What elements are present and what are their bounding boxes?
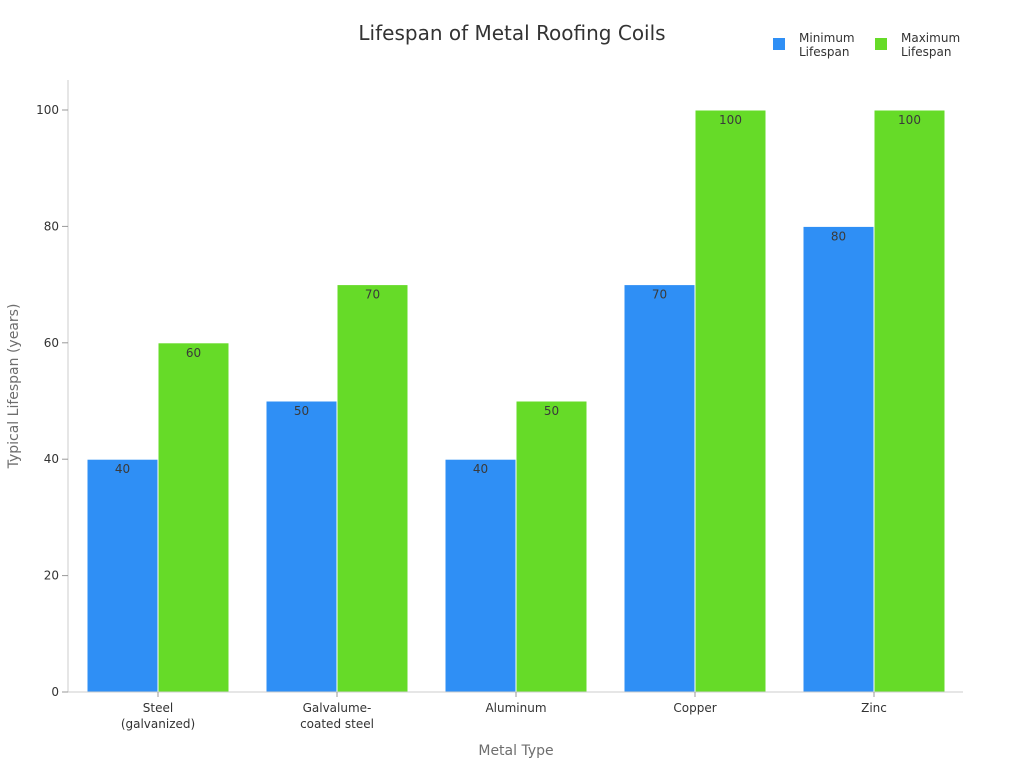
legend-swatch xyxy=(773,38,785,50)
y-tick-label: 40 xyxy=(44,452,59,466)
x-tick-label: Galvalume- xyxy=(303,701,372,715)
y-axis-title: Typical Lifespan (years) xyxy=(6,304,22,470)
bar-minimum-lifespan xyxy=(802,225,875,693)
bar-value-label: 70 xyxy=(652,288,667,302)
y-axis-ticks: 0 20 40 60 80 100 xyxy=(36,103,68,699)
bar-value-label: 40 xyxy=(473,462,488,476)
y-tick-label: 80 xyxy=(44,219,59,233)
bar-value-label: 40 xyxy=(115,462,130,476)
y-tick-label: 0 xyxy=(51,685,59,699)
bar-labels-group: 40 50 40 70 80 60 70 50 100 100 xyxy=(115,113,921,476)
bar-maximum-lifespan xyxy=(515,400,588,693)
bar-maximum-lifespan xyxy=(157,342,230,693)
legend-label: Minimum xyxy=(799,31,855,45)
x-tick-label: coated steel xyxy=(300,717,374,731)
bars-group xyxy=(86,109,946,693)
y-tick-label: 100 xyxy=(36,103,59,117)
bar-value-label: 50 xyxy=(294,404,309,418)
bar-maximum-lifespan xyxy=(694,109,767,693)
chart-title: Lifespan of Metal Roofing Coils xyxy=(358,21,665,45)
y-tick-label: 60 xyxy=(44,336,59,350)
x-tick-label: Copper xyxy=(673,701,716,715)
legend-swatch xyxy=(875,38,887,50)
x-tick-label: Steel xyxy=(143,701,173,715)
bar-maximum-lifespan xyxy=(336,284,409,693)
bar-minimum-lifespan xyxy=(86,458,159,693)
bar-value-label: 80 xyxy=(831,229,846,243)
x-axis-title: Metal Type xyxy=(478,743,553,759)
bar-value-label: 60 xyxy=(186,346,201,360)
x-tick-label: Zinc xyxy=(861,701,887,715)
x-tick-label: Aluminum xyxy=(485,701,546,715)
bar-maximum-lifespan xyxy=(873,109,946,693)
bar-value-label: 70 xyxy=(365,288,380,302)
bar-value-label: 100 xyxy=(898,113,921,127)
x-axis-ticks: Steel (galvanized) Galvalume-coated steel A… xyxy=(121,692,887,731)
bar-minimum-lifespan xyxy=(444,458,517,693)
legend-label: Maximum xyxy=(901,31,960,45)
bar-minimum-lifespan xyxy=(265,400,338,693)
bar-value-label: 50 xyxy=(544,404,559,418)
bar-value-label: 100 xyxy=(719,113,742,127)
legend-label: Lifespan xyxy=(901,45,951,59)
x-tick-label: (galvanized) xyxy=(121,717,195,731)
y-tick-label: 20 xyxy=(44,569,59,583)
bar-minimum-lifespan xyxy=(623,284,696,693)
legend-label: Lifespan xyxy=(799,45,849,59)
